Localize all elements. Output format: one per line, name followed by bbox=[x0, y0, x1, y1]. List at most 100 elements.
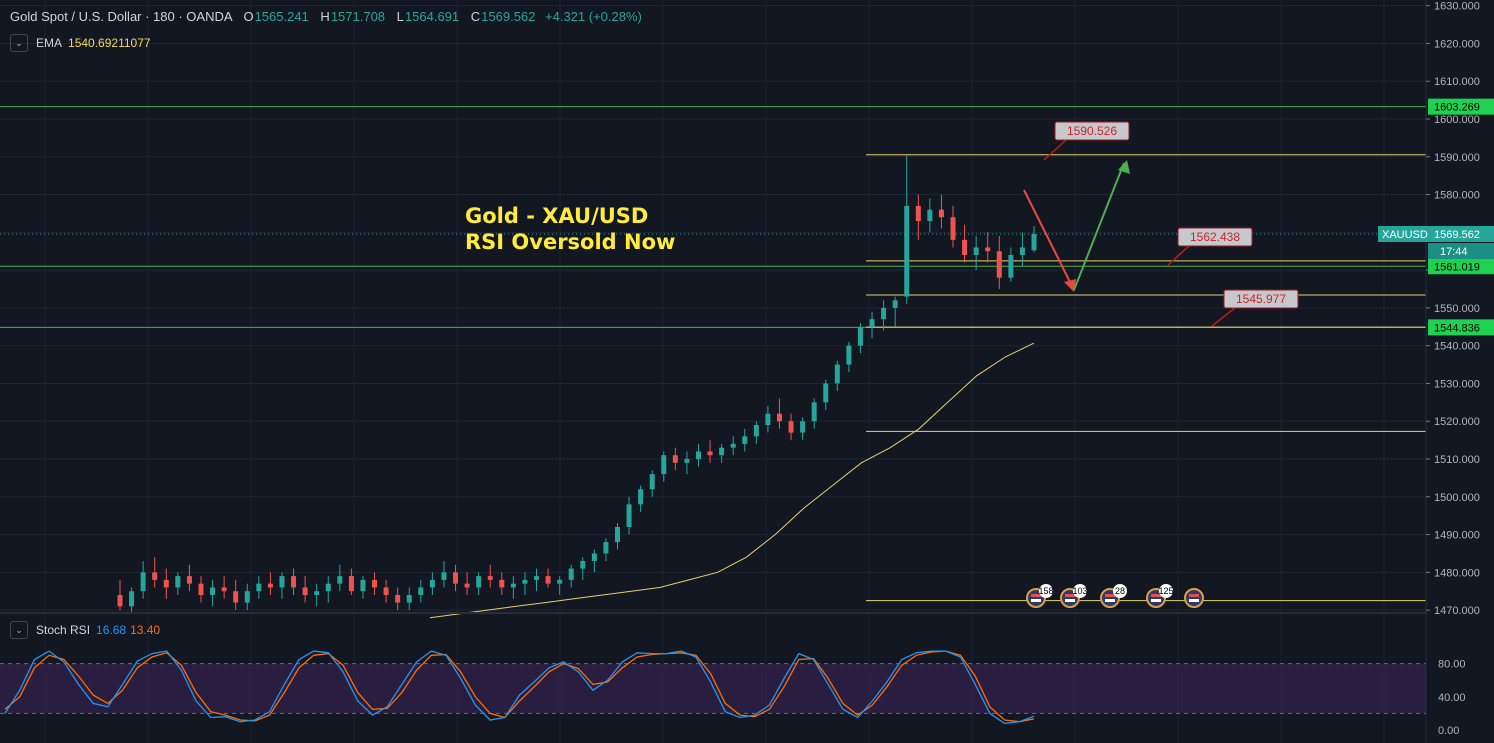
candle-body bbox=[869, 319, 875, 327]
close-value: 1569.562 bbox=[481, 9, 536, 24]
candle-body bbox=[568, 568, 574, 580]
price-tick-label: 1520.000 bbox=[1434, 416, 1480, 428]
candle-body bbox=[707, 451, 713, 456]
level-price-tag[interactable] bbox=[1428, 98, 1494, 115]
low-value: 1564.691 bbox=[404, 9, 460, 24]
candle-body bbox=[487, 576, 493, 580]
rsi-tick-label: 0.00 bbox=[1438, 725, 1459, 737]
candle-body bbox=[291, 576, 297, 588]
candle-body bbox=[950, 217, 956, 240]
event-count-badge bbox=[1073, 584, 1087, 598]
callout-box[interactable] bbox=[1054, 121, 1130, 141]
candle-body bbox=[730, 443, 736, 448]
forecast-arrows bbox=[1023, 160, 1130, 292]
candle-body bbox=[591, 553, 597, 561]
level-lines bbox=[0, 106, 1426, 602]
candle-body bbox=[811, 402, 817, 422]
symbol-tag[interactable] bbox=[1378, 225, 1428, 242]
price-tick-label: 1480.000 bbox=[1434, 567, 1480, 579]
candle-body bbox=[395, 595, 401, 603]
level-price-text: 1603.269 bbox=[1434, 102, 1480, 114]
candle-body bbox=[534, 576, 540, 580]
price-tick-label: 1610.000 bbox=[1434, 76, 1480, 88]
stoch-legend: ⌄ Stoch RSI 16.68 13.40 bbox=[10, 621, 160, 639]
candle-body bbox=[962, 239, 968, 255]
candle-body bbox=[626, 504, 632, 527]
us-flag-icon[interactable] bbox=[1184, 588, 1204, 608]
candle-body bbox=[996, 251, 1002, 278]
price-tick-label: 1540.000 bbox=[1434, 341, 1480, 353]
event-count-badge bbox=[1159, 584, 1173, 598]
price-tick-label: 1630.000 bbox=[1434, 1, 1480, 13]
candle-body bbox=[325, 583, 331, 592]
candle-body bbox=[406, 595, 412, 603]
symbol-name[interactable]: Gold Spot / U.S. Dollar · 180 · OANDA bbox=[10, 9, 232, 24]
current-price-tag[interactable] bbox=[1428, 225, 1494, 242]
candle-body bbox=[638, 489, 644, 505]
callout-text: 1562.438 bbox=[1190, 230, 1240, 244]
candle-body bbox=[938, 209, 944, 218]
candle-body bbox=[788, 421, 794, 433]
flag-stripe bbox=[1151, 599, 1161, 602]
price-tick-label: 1510.000 bbox=[1434, 454, 1480, 466]
level-price-tag[interactable] bbox=[1428, 319, 1494, 336]
flag-stripe bbox=[1065, 599, 1075, 602]
candle-body bbox=[163, 579, 169, 588]
candle-body bbox=[279, 576, 285, 588]
candle-body bbox=[985, 247, 991, 252]
candle-body bbox=[383, 587, 389, 595]
callout-pointer bbox=[1211, 306, 1237, 327]
candle-body bbox=[510, 583, 516, 588]
candle-body bbox=[557, 579, 563, 584]
candle-body bbox=[776, 413, 782, 422]
stoch-name[interactable]: Stoch RSI bbox=[36, 623, 91, 637]
overlay-title-line2: RSI Oversold Now bbox=[465, 230, 676, 254]
event-markers[interactable]: 158 103 28 125 bbox=[1026, 584, 1204, 608]
countdown-text: 17:44 bbox=[1440, 246, 1468, 258]
candle-body bbox=[429, 579, 435, 588]
candle-body bbox=[117, 595, 123, 607]
price-tick-label: 1600.000 bbox=[1434, 114, 1480, 126]
price-axis[interactable]: 1630.000 1620.000 1610.000 1600.000 1590.000… bbox=[1378, 0, 1494, 743]
candle-body bbox=[892, 300, 898, 308]
callout-text: 1545.977 bbox=[1236, 292, 1286, 306]
candle-body bbox=[302, 587, 308, 595]
candle-body bbox=[221, 587, 227, 592]
callout-box[interactable] bbox=[1223, 289, 1299, 309]
flag-stripe bbox=[1189, 599, 1199, 602]
countdown-tag bbox=[1428, 242, 1494, 259]
high-value: 1571.708 bbox=[330, 9, 386, 24]
candle-body bbox=[210, 587, 216, 595]
candle-body bbox=[973, 247, 979, 255]
candle-body bbox=[719, 447, 725, 456]
overlay-title: Gold - XAU/USD RSI Oversold Now bbox=[465, 203, 675, 255]
candle-body bbox=[337, 576, 343, 584]
callout-box[interactable] bbox=[1177, 227, 1253, 247]
stoch-d-value: 13.40 bbox=[130, 623, 161, 637]
candle-body bbox=[1019, 247, 1025, 255]
flag-stripe bbox=[1105, 594, 1115, 597]
chevron-down-icon[interactable]: ⌄ bbox=[10, 34, 28, 52]
chevron-down-icon[interactable]: ⌄ bbox=[10, 621, 28, 639]
flag-stripe bbox=[1105, 599, 1115, 602]
flag-stripe bbox=[1151, 594, 1161, 597]
event-count-badge bbox=[1113, 584, 1127, 598]
axis-background bbox=[1426, 0, 1494, 743]
ema-name[interactable]: EMA bbox=[36, 36, 63, 50]
flag-stripe bbox=[1065, 594, 1075, 597]
down-arrowhead bbox=[1064, 279, 1076, 292]
candle-body bbox=[742, 436, 748, 444]
price-callouts[interactable]: 1590.526 1562.438 1545.977 bbox=[1043, 121, 1299, 327]
ema-line bbox=[429, 342, 1035, 619]
stoch-k-line bbox=[4, 650, 1035, 725]
symbol-header: Gold Spot / U.S. Dollar · 180 · OANDA O1… bbox=[10, 9, 642, 24]
candle-body bbox=[1031, 233, 1037, 251]
candle-body bbox=[464, 583, 470, 588]
grid bbox=[0, 0, 1426, 743]
level-price-text: 1561.019 bbox=[1434, 261, 1480, 273]
level-price-tag[interactable] bbox=[1428, 258, 1494, 275]
price-tick-label: 1470.000 bbox=[1434, 605, 1480, 617]
candles bbox=[117, 154, 1037, 614]
